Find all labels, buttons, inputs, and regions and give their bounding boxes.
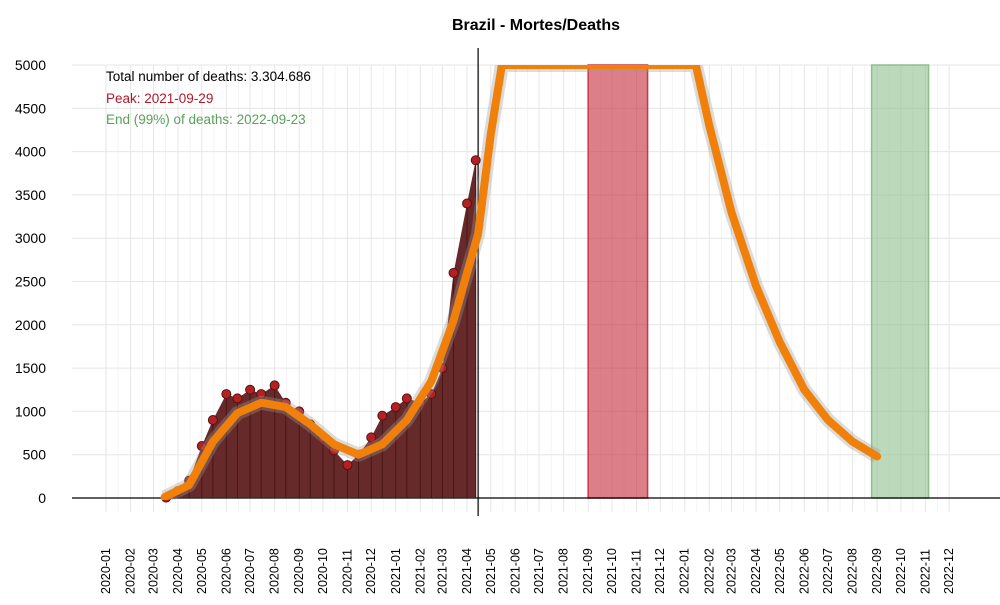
- x-tick-label: 2021-03: [435, 548, 449, 594]
- observed-point: [342, 460, 353, 471]
- y-tick-label: 2500: [15, 274, 46, 290]
- y-tick-label: 5000: [15, 57, 46, 73]
- observed-point: [390, 402, 401, 413]
- annotation-peak: Peak: 2021-09-29: [106, 91, 213, 106]
- fitted-line: [160, 65, 882, 500]
- observed-point: [462, 198, 473, 209]
- x-tick-label: 2020-06: [219, 548, 233, 594]
- observed-point: [448, 267, 459, 278]
- y-tick-label: 2000: [15, 317, 46, 333]
- fitted-series: [160, 65, 882, 500]
- x-tick-label: 2020-03: [147, 548, 161, 594]
- x-tick-label: 2020-01: [99, 548, 113, 594]
- x-tick-label: 2020-07: [243, 548, 257, 594]
- observed-point: [470, 155, 481, 166]
- y-axis: 0 500 1000 1500 2000 2500 3000 3500 4000 4500 5000: [15, 48, 1000, 516]
- y-tick-label: 4500: [15, 100, 46, 116]
- y-tick-label: 0: [38, 490, 46, 506]
- x-tick-label: 2022-07: [821, 548, 835, 594]
- x-tick-label: 2021-07: [532, 548, 546, 594]
- x-tick-label: 2022-04: [749, 548, 763, 594]
- x-tick-label: 2021-04: [460, 548, 474, 594]
- x-tick-label: 2020-10: [316, 548, 330, 594]
- bands: [587, 64, 930, 499]
- x-tick-label: 2021-12: [653, 548, 667, 594]
- annotation-end: End (99%) of deaths: 2022-09-23: [106, 112, 306, 127]
- x-tick-label: 2022-08: [846, 548, 860, 594]
- observed-point: [232, 393, 243, 404]
- y-tick-label: 3000: [15, 230, 46, 246]
- x-tick-label: 2021-06: [508, 548, 522, 594]
- x-tick-label: 2022-10: [894, 548, 908, 594]
- observed-point: [256, 389, 267, 400]
- x-tick-label: 2022-09: [870, 548, 884, 594]
- end-band: [870, 64, 930, 499]
- observed-point: [377, 410, 388, 421]
- x-tick-label: 2021-05: [484, 548, 498, 594]
- x-tick-label: 2021-09: [581, 548, 595, 594]
- annotations: Total number of deaths: 3.304.686 Peak: …: [106, 69, 311, 127]
- x-tick-label: 2020-04: [171, 548, 185, 594]
- peak-band: [587, 64, 649, 499]
- x-tick-label: 2021-02: [413, 548, 427, 594]
- x-tick-label: 2022-11: [918, 549, 932, 594]
- x-tick-label: 2022-01: [678, 548, 692, 594]
- x-tick-label: 2020-12: [364, 548, 378, 594]
- y-tick-label: 500: [23, 447, 47, 463]
- x-tick-label: 2022-02: [702, 548, 716, 594]
- x-tick-label: 2022-12: [942, 548, 956, 594]
- y-tick-label: 3500: [15, 187, 46, 203]
- observed-point: [401, 393, 412, 404]
- chart-title: Brazil - Mortes/Deaths: [452, 17, 620, 34]
- observed-point: [221, 389, 232, 400]
- x-tick-label: 2021-11: [629, 549, 643, 594]
- x-tick-label: 2020-05: [195, 548, 209, 594]
- x-tick-label: 2022-03: [724, 548, 738, 594]
- x-tick-label: 2020-11: [340, 549, 354, 594]
- observed-point: [207, 415, 218, 426]
- x-tick-label: 2020-09: [292, 548, 306, 594]
- y-tick-label: 1000: [15, 403, 46, 419]
- x-tick-label: 2022-05: [773, 548, 787, 594]
- observed-point: [366, 432, 377, 443]
- x-tick-label: 2022-06: [797, 548, 811, 594]
- x-axis: 2020-01 2020-02 2020-03 2020-04 2020-05 2020-…: [99, 548, 956, 594]
- observed-point: [269, 380, 280, 391]
- x-tick-label: 2020-08: [268, 548, 282, 594]
- x-tick-label: 2021-01: [389, 548, 403, 594]
- y-tick-label: 4000: [15, 144, 46, 160]
- y-tick-label: 1500: [15, 360, 46, 376]
- observed-point: [245, 384, 256, 395]
- annotation-total: Total number of deaths: 3.304.686: [106, 69, 311, 84]
- x-tick-label: 2020-02: [124, 548, 138, 594]
- x-tick-label: 2021-10: [605, 548, 619, 594]
- x-tick-label: 2021-08: [557, 548, 571, 594]
